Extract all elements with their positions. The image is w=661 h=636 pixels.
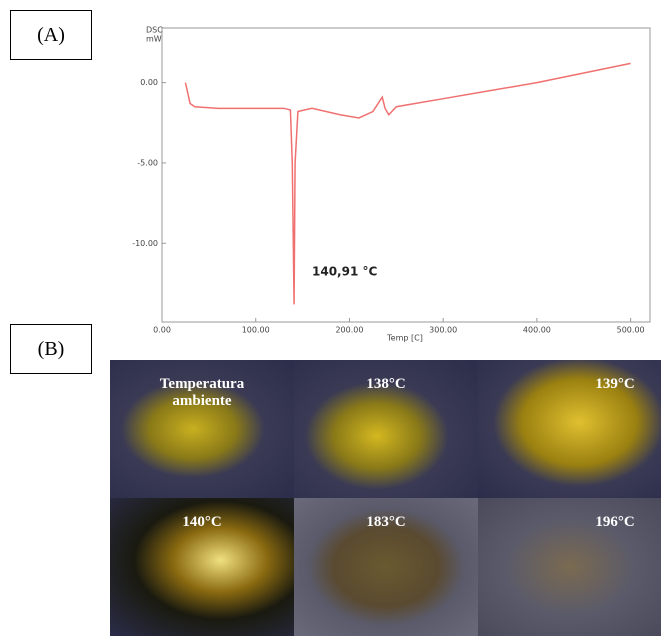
x-tick-label: 200.00 bbox=[335, 326, 363, 335]
x-tick-label: 500.00 bbox=[617, 326, 645, 335]
dsc-chart: DSC mW Temp [C] 140,91 °C 0.00 -5.00 -10.0… bbox=[0, 0, 661, 355]
y-tick-label: -5.00 bbox=[137, 158, 158, 167]
x-tick-label: 100.00 bbox=[242, 326, 270, 335]
y-tick-label: 0.00 bbox=[140, 78, 158, 87]
photo: 138°C bbox=[294, 360, 478, 498]
x-tick-label: 300.00 bbox=[429, 326, 457, 335]
photo-label: 183°C bbox=[294, 514, 478, 531]
photo-label: 140°C bbox=[110, 514, 294, 531]
dsc-curve bbox=[185, 63, 630, 304]
y-label: DSC bbox=[146, 26, 163, 35]
plot-frame bbox=[162, 28, 650, 322]
photo-label: 138°C bbox=[294, 376, 478, 393]
x-tick-label: 0.00 bbox=[153, 326, 171, 335]
x-label: Temp [C] bbox=[386, 334, 423, 343]
photo-label: 196°C bbox=[478, 514, 661, 531]
photo: 139°C bbox=[478, 360, 661, 498]
photo: Temperatura ambiente bbox=[110, 360, 294, 498]
photo-label: Temperatura ambiente bbox=[110, 376, 294, 410]
photo: 196°C bbox=[478, 498, 661, 636]
annotation: 140,91 °C bbox=[312, 265, 377, 279]
photo: 140°C bbox=[110, 498, 294, 636]
y-unit: mW bbox=[146, 35, 162, 44]
x-tick-label: 400.00 bbox=[523, 326, 551, 335]
photo-label: 139°C bbox=[478, 376, 661, 393]
page: (A) (B) DSC mW Temp [C] 140,91 °C 0.00-5… bbox=[0, 0, 661, 636]
y-tick-label: -10.00 bbox=[132, 239, 158, 248]
photo: 183°C bbox=[294, 498, 478, 636]
